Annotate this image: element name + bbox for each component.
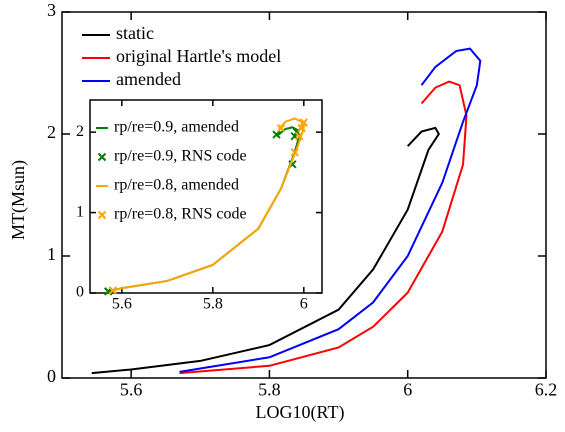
legend-label: amended — [116, 69, 181, 89]
plot-frame — [89, 99, 323, 294]
cross-marker — [272, 130, 281, 139]
legend-marker — [97, 152, 107, 162]
x-tick-label: 5.6 — [120, 380, 143, 400]
cross-marker — [297, 123, 306, 133]
cross-marker — [295, 131, 304, 141]
y-tick-label: 1 — [76, 203, 84, 220]
legend-label: original Hartle's model — [116, 46, 281, 66]
legend-label: rp/re=0.9, RNS code — [114, 148, 247, 165]
legend-label: rp/re=0.8, amended — [114, 177, 239, 194]
y-tick-label: 0 — [76, 284, 84, 301]
series-line — [179, 47, 482, 373]
y-tick-label: 0 — [47, 366, 56, 386]
cross-marker — [290, 148, 299, 157]
x-tick-label: 5.6 — [112, 296, 132, 313]
x-tick-label: 6 — [300, 296, 308, 313]
x-tick-label: 6 — [403, 380, 412, 400]
y-tick-label: 2 — [76, 123, 84, 140]
x-tick-label: 6.2 — [535, 380, 558, 400]
x-tick-label: 5.8 — [203, 296, 223, 313]
cross-marker — [299, 118, 309, 127]
cross-marker — [276, 123, 286, 133]
inset-plot: 5.6 5.8 6 0 1 2 rp/re=0.9, amended rp/re=0.9, R… — [76, 99, 323, 313]
series-line — [91, 126, 440, 375]
cross-marker — [108, 286, 117, 295]
series-line — [112, 117, 305, 292]
legend-label: rp/re=0.8, RNS code — [114, 206, 247, 223]
y-tick-label: 1 — [47, 244, 56, 264]
legend-label: static — [116, 23, 154, 43]
x-axis-label: LOG10(RT) — [256, 402, 345, 423]
y-tick-label: 2 — [47, 122, 56, 142]
y-axis-label: MT(Msun) — [8, 160, 29, 240]
y-tick-label: 3 — [47, 0, 56, 20]
x-tick-label: 5.8 — [258, 380, 281, 400]
legend-marker — [97, 210, 107, 220]
legend-label: rp/re=0.9, amended — [114, 119, 239, 136]
series-line — [179, 80, 468, 375]
